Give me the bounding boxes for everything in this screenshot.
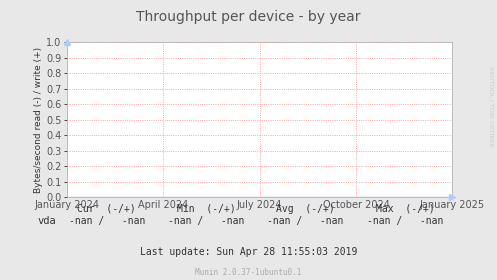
Text: -nan /   -nan: -nan / -nan [69, 216, 145, 226]
Text: -nan /   -nan: -nan / -nan [267, 216, 344, 226]
Text: Cur  (-/+): Cur (-/+) [78, 204, 136, 214]
Y-axis label: Bytes/second read (-) / write (+): Bytes/second read (-) / write (+) [34, 47, 43, 193]
Text: -nan /   -nan: -nan / -nan [168, 216, 245, 226]
Text: -nan /   -nan: -nan / -nan [367, 216, 443, 226]
Text: Last update: Sun Apr 28 11:55:03 2019: Last update: Sun Apr 28 11:55:03 2019 [140, 247, 357, 257]
Text: Avg  (-/+): Avg (-/+) [276, 204, 335, 214]
Text: RRDTOOL / TOBI OETIKER: RRDTOOL / TOBI OETIKER [489, 66, 494, 147]
Text: vda: vda [37, 216, 56, 226]
Text: Max  (-/+): Max (-/+) [376, 204, 434, 214]
Text: Throughput per device - by year: Throughput per device - by year [136, 10, 361, 24]
Text: Min  (-/+): Min (-/+) [177, 204, 236, 214]
Text: Munin 2.0.37-1ubuntu0.1: Munin 2.0.37-1ubuntu0.1 [195, 268, 302, 277]
